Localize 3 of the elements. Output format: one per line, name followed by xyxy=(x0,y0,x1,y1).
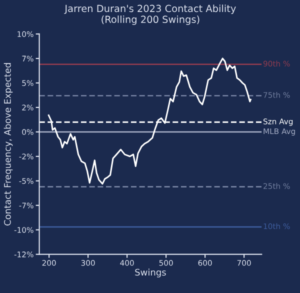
chart-title: Jarren Duran's 2023 Contact Ability (Rolling 200 Swings) xyxy=(64,4,236,25)
y-axis-title: Contact Frequency, Above Expected xyxy=(4,63,13,226)
x-axis-title: Swings xyxy=(135,268,166,278)
